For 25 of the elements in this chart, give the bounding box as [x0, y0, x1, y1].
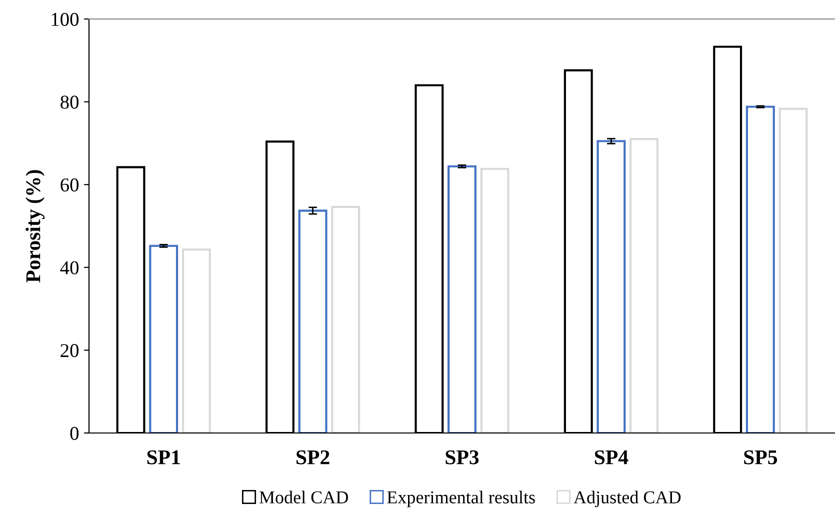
bar — [448, 165, 476, 433]
legend-label: Adjusted CAD — [574, 490, 681, 508]
bar — [298, 210, 328, 433]
bar — [331, 206, 360, 433]
bar — [182, 248, 211, 433]
x-tick-label: SP1 — [147, 450, 180, 464]
y-tick-label: 20 — [60, 344, 79, 358]
bar — [149, 244, 178, 433]
bar — [746, 106, 775, 433]
y-tick-label: 80 — [60, 96, 79, 109]
y-tick-label: 0 — [70, 426, 79, 440]
bar — [630, 138, 658, 433]
bar — [596, 140, 626, 433]
y-tick-label: 100 — [52, 12, 79, 26]
bar — [778, 108, 808, 433]
x-tick-label: SP4 — [594, 450, 628, 464]
legend-label: Experimental results — [387, 490, 535, 508]
x-tick-label: SP3 — [446, 450, 479, 464]
y-axis-title: Porosity (%) — [26, 170, 45, 282]
x-tick-label: SP2 — [296, 450, 330, 464]
legend-label: Model CAD — [259, 490, 348, 504]
y-tick-label: 60 — [60, 178, 79, 192]
bar — [480, 168, 510, 433]
y-tick-label: 40 — [60, 261, 79, 274]
x-tick-label: SP5 — [744, 450, 778, 464]
